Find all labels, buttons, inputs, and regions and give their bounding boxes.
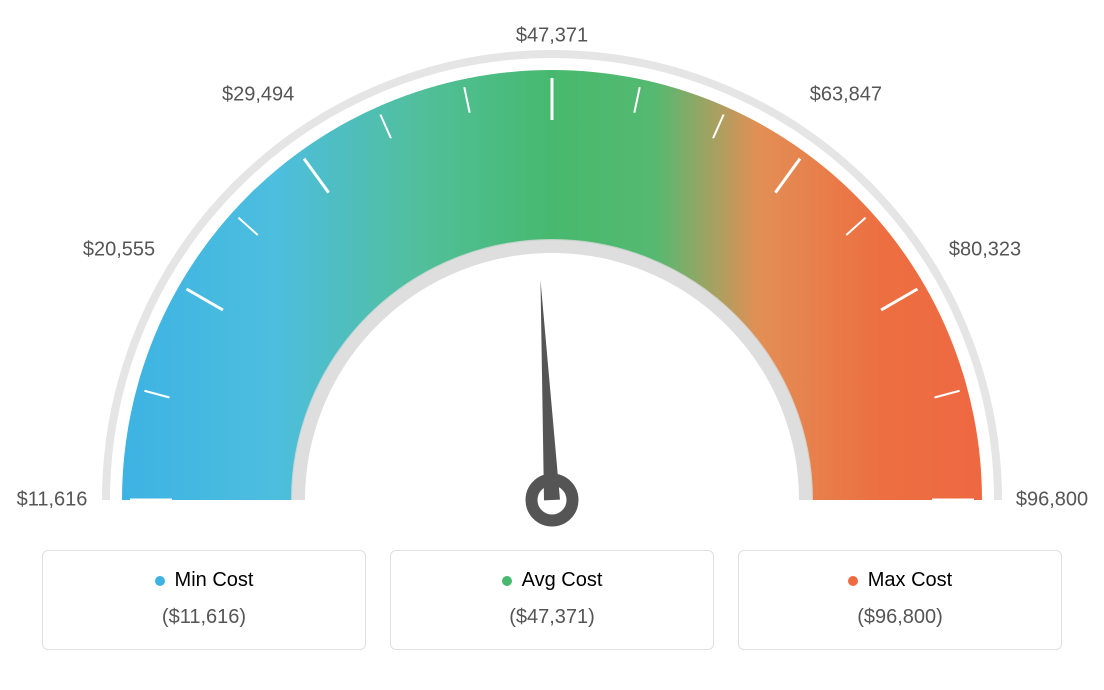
legend-title-avg-text: Avg Cost [522,569,603,592]
legend-value-max: ($96,800) [749,606,1051,629]
gauge-chart: $11,616$20,555$29,494$47,371$63,847$80,3… [22,20,1082,540]
legend-title-min: Min Cost [155,569,254,592]
legend-value-min: ($11,616) [53,606,355,629]
dot-icon-min [155,576,165,586]
dot-icon-avg [502,576,512,586]
gauge-tick-label: $20,555 [83,239,155,262]
gauge-svg [22,20,1082,540]
legend-title-max-text: Max Cost [868,569,952,592]
legend-card-max: Max Cost ($96,800) [738,550,1062,650]
gauge-tick-label: $80,323 [949,239,1021,262]
legend-title-avg: Avg Cost [502,569,603,592]
gauge-tick-label: $96,800 [1016,489,1088,512]
legend-row: Min Cost ($11,616) Avg Cost ($47,371) Ma… [42,550,1062,650]
gauge-tick-label: $63,847 [810,84,882,107]
legend-title-min-text: Min Cost [175,569,254,592]
legend-value-avg: ($47,371) [401,606,703,629]
legend-card-avg: Avg Cost ($47,371) [390,550,714,650]
legend-title-max: Max Cost [848,569,952,592]
gauge-tick-label: $11,616 [17,489,88,512]
legend-card-min: Min Cost ($11,616) [42,550,366,650]
gauge-tick-label: $47,371 [516,25,588,48]
dot-icon-max [848,576,858,586]
gauge-tick-label: $29,494 [222,84,294,107]
